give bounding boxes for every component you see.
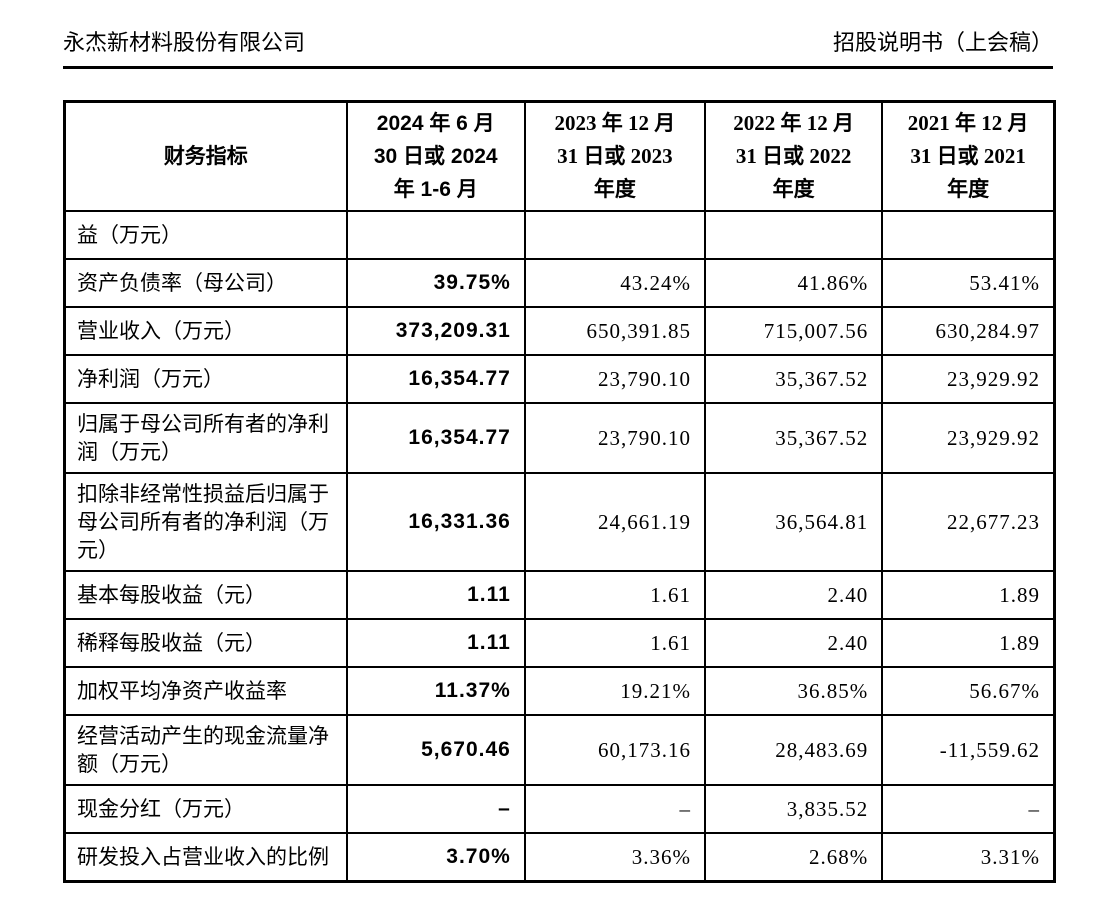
- row-label-cell: 基本每股收益（元）: [63, 570, 348, 620]
- doc-title: 招股说明书（上会稿）: [832, 30, 1053, 55]
- table-row: 归属于母公司所有者的净利润（万元） 16,354.77 23,790.10 35,36…: [63, 402, 1056, 474]
- table-row: 资产负债率（母公司） 39.75% 43.24% 41.86% 53.41%: [63, 258, 1056, 308]
- value-cell: 1.61: [523, 618, 707, 668]
- table-body: 益（万元） 资产负债率（母公司） 39.75% 43.24% 41.86% 53.41% 营…: [63, 210, 1056, 882]
- row-label-cell: 经营活动产生的现金流量净额（万元）: [63, 714, 348, 786]
- value-cell: 3.31%: [881, 832, 1056, 882]
- value-cell: 1.11: [345, 618, 526, 668]
- row-label-cell: 稀释每股收益（元）: [63, 618, 348, 668]
- value-cell: 630,284.97: [881, 306, 1056, 356]
- row-label-cell: 营业收入（万元）: [63, 306, 348, 356]
- value-cell: 2.40: [703, 570, 884, 620]
- value-cell: 11.37%: [345, 666, 526, 716]
- value-cell: 373,209.31: [345, 306, 526, 356]
- company-name: 永杰新材料股份有限公司: [63, 30, 306, 55]
- value-cell: 16,354.77: [345, 402, 526, 474]
- value-cell: 28,483.69: [703, 714, 884, 786]
- row-label-cell: 归属于母公司所有者的净利润（万元）: [63, 402, 348, 474]
- value-cell: 36.85%: [703, 666, 884, 716]
- value-cell: 1.11: [345, 570, 526, 620]
- value-cell: 22,677.23: [881, 472, 1056, 572]
- value-cell: 1.89: [881, 618, 1056, 668]
- value-cell: 2.40: [703, 618, 884, 668]
- column-header-2024: 2024 年 6 月 30 日或 2024 年 1-6 月: [345, 100, 526, 212]
- value-cell: 3,835.52: [703, 784, 884, 834]
- value-cell: 715,007.56: [703, 306, 884, 356]
- column-header-2022: 2022 年 12 月 31 日或 2022 年度: [703, 100, 884, 212]
- value-cell: 3.36%: [523, 832, 707, 882]
- value-cell: 56.67%: [881, 666, 1056, 716]
- value-cell: –: [523, 784, 707, 834]
- value-cell: 23,929.92: [881, 354, 1056, 404]
- table-row: 加权平均净资产收益率 11.37% 19.21% 36.85% 56.67%: [63, 666, 1056, 716]
- row-label-cell: 研发投入占营业收入的比例: [63, 832, 348, 882]
- row-label-cell: 资产负债率（母公司）: [63, 258, 348, 308]
- table-row: 净利润（万元） 16,354.77 23,790.10 35,367.52 23,929…: [63, 354, 1056, 404]
- value-cell: -11,559.62: [881, 714, 1056, 786]
- table-row: 益（万元）: [63, 210, 1056, 260]
- value-cell: 36,564.81: [703, 472, 884, 572]
- row-label-cell: 净利润（万元）: [63, 354, 348, 404]
- table-row: 稀释每股收益（元） 1.11 1.61 2.40 1.89: [63, 618, 1056, 668]
- value-cell: 39.75%: [345, 258, 526, 308]
- header-divider-rule: [63, 66, 1053, 69]
- column-header-2021: 2021 年 12 月 31 日或 2021 年度: [881, 100, 1056, 212]
- value-cell: –: [881, 784, 1056, 834]
- value-cell: 1.89: [881, 570, 1056, 620]
- column-header-2023: 2023 年 12 月 31 日或 2023 年度: [523, 100, 707, 212]
- value-cell: 3.70%: [345, 832, 526, 882]
- value-cell: 24,661.19: [523, 472, 707, 572]
- value-cell: [881, 210, 1056, 260]
- table-row: 基本每股收益（元） 1.11 1.61 2.40 1.89: [63, 570, 1056, 620]
- value-cell: 23,790.10: [523, 402, 707, 474]
- row-label-cell: 益（万元）: [63, 210, 348, 260]
- table-row: 研发投入占营业收入的比例 3.70% 3.36% 2.68% 3.31%: [63, 832, 1056, 882]
- value-cell: 35,367.52: [703, 402, 884, 474]
- value-cell: 2.68%: [703, 832, 884, 882]
- table-header-row: 财务指标 2024 年 6 月 30 日或 2024 年 1-6 月 2023 …: [63, 100, 1056, 212]
- value-cell: 41.86%: [703, 258, 884, 308]
- value-cell: 1.61: [523, 570, 707, 620]
- value-cell: 53.41%: [881, 258, 1056, 308]
- value-cell: 5,670.46: [345, 714, 526, 786]
- value-cell: [523, 210, 707, 260]
- value-cell: 23,929.92: [881, 402, 1056, 474]
- table-row: 经营活动产生的现金流量净额（万元） 5,670.46 60,173.16 28,483…: [63, 714, 1056, 786]
- value-cell: 16,331.36: [345, 472, 526, 572]
- value-cell: 16,354.77: [345, 354, 526, 404]
- value-cell: –: [345, 784, 526, 834]
- page-header: 永杰新材料股份有限公司 招股说明书（上会稿）: [63, 28, 1053, 58]
- value-cell: 60,173.16: [523, 714, 707, 786]
- table-row: 扣除非经常性损益后归属于母公司所有者的净利润（万元） 16,331.36 24,66…: [63, 472, 1056, 572]
- row-label-cell: 加权平均净资产收益率: [63, 666, 348, 716]
- row-label-cell: 现金分红（万元）: [63, 784, 348, 834]
- financial-indicators-table: 财务指标 2024 年 6 月 30 日或 2024 年 1-6 月 2023 …: [63, 100, 1056, 883]
- value-cell: 19.21%: [523, 666, 707, 716]
- value-cell: 35,367.52: [703, 354, 884, 404]
- value-cell: 650,391.85: [523, 306, 707, 356]
- table-row: 营业收入（万元） 373,209.31 650,391.85 715,007.56 63…: [63, 306, 1056, 356]
- value-cell: 23,790.10: [523, 354, 707, 404]
- row-label-cell: 扣除非经常性损益后归属于母公司所有者的净利润（万元）: [63, 472, 348, 572]
- value-cell: [345, 210, 526, 260]
- value-cell: 43.24%: [523, 258, 707, 308]
- column-header-indicator: 财务指标: [63, 100, 348, 212]
- value-cell: [703, 210, 884, 260]
- table-row: 现金分红（万元） – –3,835.52–: [63, 784, 1056, 834]
